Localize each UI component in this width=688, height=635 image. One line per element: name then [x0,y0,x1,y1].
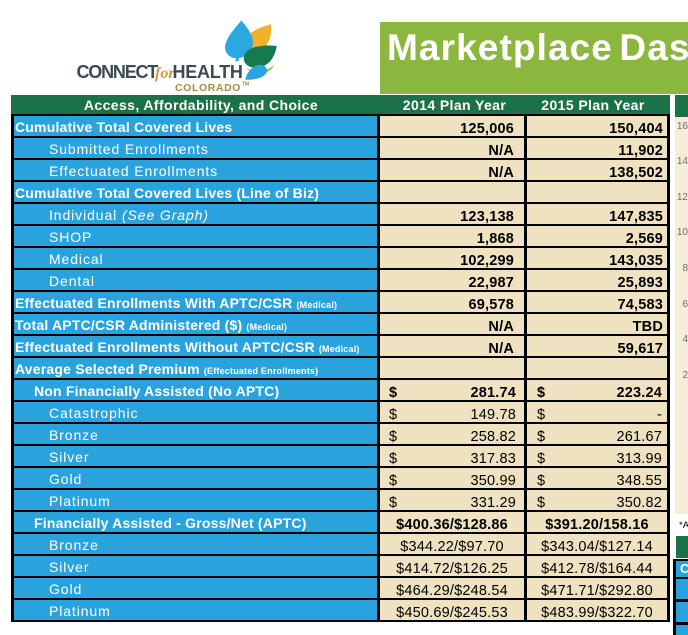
svg-text:HEALTH: HEALTH [173,62,243,82]
svg-text:CONNECT: CONNECT [77,62,159,82]
svg-text:COLORADO: COLORADO [175,82,241,94]
svg-text:TM: TM [242,82,249,88]
svg-text:for: for [155,65,175,82]
